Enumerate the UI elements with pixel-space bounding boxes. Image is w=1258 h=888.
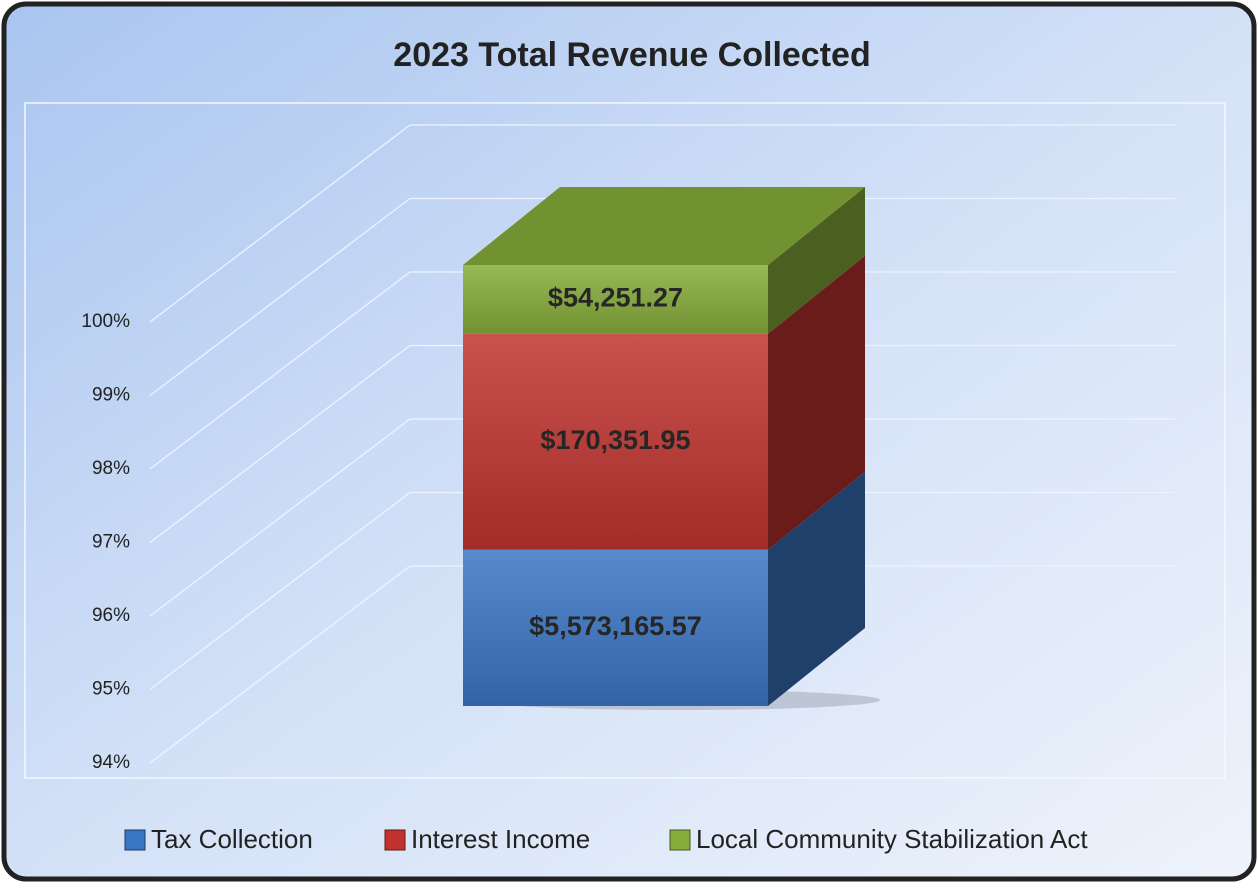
grid-line xyxy=(149,491,411,691)
data-label: $170,351.95 xyxy=(540,425,690,455)
y-tick-label: 96% xyxy=(92,605,130,626)
y-tick-label: 99% xyxy=(92,385,130,406)
y-tick-label: 94% xyxy=(92,752,130,773)
grid-line xyxy=(149,344,411,544)
legend-swatch xyxy=(124,829,146,851)
bar-side xyxy=(768,471,865,706)
y-tick-label: 95% xyxy=(92,679,130,700)
data-label: $54,251.27 xyxy=(548,283,683,313)
y-tick-label: 100% xyxy=(81,311,130,332)
grid-line xyxy=(149,565,411,764)
legend-label: Local Community Stabilization Act xyxy=(696,824,1088,854)
chart-title: 2023 Total Revenue Collected xyxy=(393,36,870,74)
y-tick-label: 97% xyxy=(92,532,130,553)
grid-line xyxy=(149,197,411,397)
legend-label: Interest Income xyxy=(411,824,590,854)
bar-highlight xyxy=(463,333,768,550)
legend-swatch xyxy=(669,829,691,851)
data-label: $5,573,165.57 xyxy=(529,611,702,641)
grid-line xyxy=(149,124,411,323)
legend-swatch xyxy=(384,829,406,851)
bar-top xyxy=(463,187,865,265)
bar-highlight xyxy=(463,265,768,334)
bar-highlight xyxy=(463,549,768,706)
grid-line xyxy=(149,418,411,617)
bar-side xyxy=(768,255,865,550)
grid-line xyxy=(149,271,411,470)
legend-label: Tax Collection xyxy=(151,824,313,854)
y-tick-label: 98% xyxy=(92,458,130,479)
plot-area xyxy=(24,102,1226,779)
bar-side xyxy=(768,187,865,334)
